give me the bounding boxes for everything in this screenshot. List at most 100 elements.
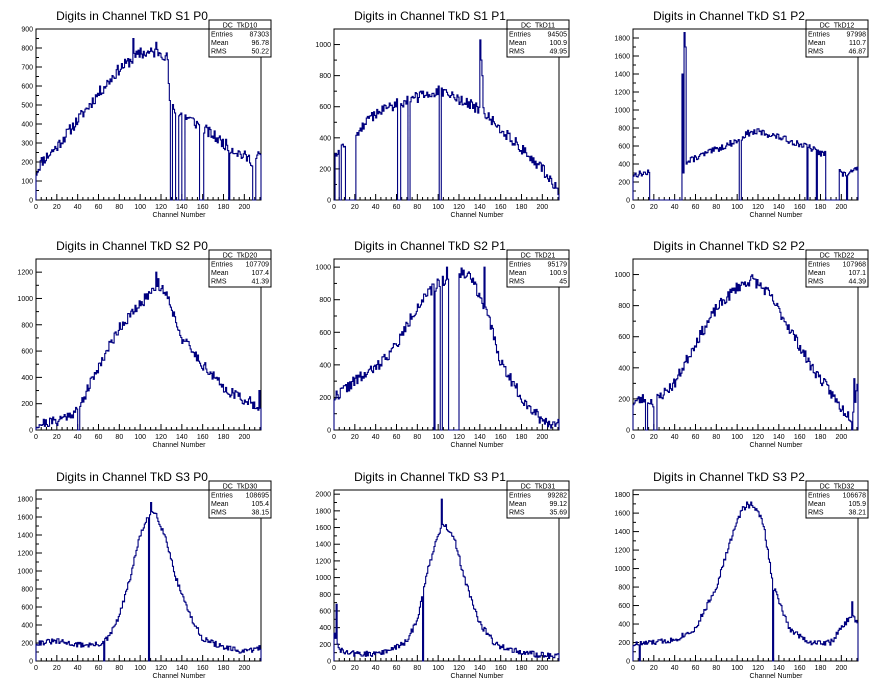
p4-stats-mean-label: Mean bbox=[211, 270, 229, 277]
p2-x-tick-label-4: 80 bbox=[413, 204, 421, 211]
p2-stats-box bbox=[506, 19, 570, 58]
p9-stats-mean-label: Mean bbox=[808, 501, 826, 508]
p7-x-tick-label-6: 120 bbox=[155, 665, 167, 672]
p1-x-tick-label-1: 20 bbox=[53, 204, 61, 211]
p4-y-tick-label-0: 0 bbox=[29, 428, 33, 435]
p5-stats-rms-label: RMS bbox=[509, 279, 525, 286]
p5-x-tick-label-8: 160 bbox=[495, 434, 507, 441]
p8-x-tick-label-0: 0 bbox=[332, 665, 336, 672]
p8-stats-entries-label: Entries bbox=[509, 493, 531, 500]
p1-x-tick-label-6: 120 bbox=[155, 204, 167, 211]
p8-x-tick-label-3: 60 bbox=[393, 665, 401, 672]
p6-y-tick-label-2: 400 bbox=[618, 365, 630, 372]
p3-y-tick-label-6: 1200 bbox=[614, 90, 630, 97]
panel-p2: Digits in Channel TkD S1 P1 0 20 40 60 80 100 1… bbox=[315, 9, 570, 219]
p8-stats-rms-value: 35.69 bbox=[549, 510, 567, 517]
p9-x-tick-label-9: 180 bbox=[815, 665, 827, 672]
p9-title: Digits in Channel TkD S3 P2 bbox=[653, 470, 805, 484]
p3-stats-box bbox=[805, 19, 869, 58]
p6-plot-frame bbox=[632, 258, 859, 431]
p4-x-tick-label-0: 0 bbox=[34, 434, 38, 441]
p3-x-tick-label-6: 120 bbox=[752, 204, 764, 211]
p6-x-tick-label-2: 40 bbox=[671, 434, 679, 441]
p9-y-tick-label-9: 1800 bbox=[614, 492, 630, 499]
p5-x-tick-label-9: 180 bbox=[516, 434, 528, 441]
p4-x-tick-label-4: 80 bbox=[115, 434, 123, 441]
p6-stats-box bbox=[805, 249, 869, 288]
p2-x-tick-label-3: 60 bbox=[393, 204, 401, 211]
p9-stats-entries-value: 106678 bbox=[843, 493, 866, 500]
p1-stats-rms-value: 50.22 bbox=[251, 49, 269, 56]
p3-stats-entries-value: 97998 bbox=[847, 32, 867, 39]
p9-y-tick-label-3: 600 bbox=[618, 603, 630, 610]
p4-title: Digits in Channel TkD S2 P0 bbox=[56, 239, 208, 253]
p7-stats-entries-label: Entries bbox=[211, 493, 233, 500]
p3-y-tick-label-2: 400 bbox=[618, 162, 630, 169]
p9-x-tick-label-5: 100 bbox=[731, 665, 743, 672]
p3-y-tick-label-3: 600 bbox=[618, 144, 630, 151]
p3-plot-frame bbox=[632, 28, 859, 201]
p5-stats-entries-value: 95179 bbox=[548, 262, 568, 269]
p4-x-tick-label-5: 100 bbox=[134, 434, 146, 441]
p3-x-tick-label-10: 200 bbox=[835, 204, 847, 211]
p8-y-tick-label-5: 1000 bbox=[315, 575, 331, 582]
p7-y-tick-label-2: 400 bbox=[21, 623, 33, 630]
p6-y-tick-label-5: 1000 bbox=[614, 272, 630, 279]
p6-x-tick-label-1: 20 bbox=[650, 434, 658, 441]
p8-y-tick-label-1: 200 bbox=[319, 642, 331, 649]
p1-x-tick-label-7: 140 bbox=[176, 204, 188, 211]
p6-stats-mean-value: 107.1 bbox=[848, 270, 866, 277]
p6-title: Digits in Channel TkD S2 P2 bbox=[653, 239, 805, 253]
p5-x-tick-label-1: 20 bbox=[351, 434, 359, 441]
p3-x-axis-label: Channel Number bbox=[750, 212, 804, 219]
p8-y-tick-label-10: 2000 bbox=[315, 492, 331, 499]
p6-y-tick-label-4: 800 bbox=[618, 303, 630, 310]
p6-x-tick-label-8: 160 bbox=[794, 434, 806, 441]
p6-x-tick-label-6: 120 bbox=[752, 434, 764, 441]
p3-x-tick-label-5: 100 bbox=[731, 204, 743, 211]
panel-p4: Digits in Channel TkD S2 P0 0 20 40 60 80 100 1… bbox=[17, 239, 272, 449]
p2-x-tick-label-7: 140 bbox=[474, 204, 486, 211]
p4-histogram-line bbox=[35, 271, 262, 431]
p9-y-tick-label-1: 200 bbox=[618, 640, 630, 647]
p7-y-tick-label-4: 800 bbox=[21, 587, 33, 594]
panel-p6: Digits in Channel TkD S2 P2 0 20 40 60 80 100 1… bbox=[614, 239, 869, 449]
p5-x-tick-label-3: 60 bbox=[393, 434, 401, 441]
p2-x-tick-label-0: 0 bbox=[332, 204, 336, 211]
p3-x-tick-label-4: 80 bbox=[712, 204, 720, 211]
p8-stats-mean-label: Mean bbox=[509, 501, 527, 508]
p4-stats-name: DC_TkD20 bbox=[223, 253, 258, 260]
p6-y-tick-label-3: 600 bbox=[618, 334, 630, 341]
p7-stats-rms-value: 38.15 bbox=[251, 510, 269, 517]
p1-stats-box bbox=[208, 19, 272, 58]
p2-stats-entries-label: Entries bbox=[509, 32, 531, 39]
p5-x-tick-label-2: 40 bbox=[372, 434, 380, 441]
p6-y-tick-label-0: 0 bbox=[626, 428, 630, 435]
p5-x-tick-label-10: 200 bbox=[536, 434, 548, 441]
p8-x-tick-label-9: 180 bbox=[516, 665, 528, 672]
p5-stats-name: DC_TkD21 bbox=[521, 253, 556, 260]
p3-y-tick-label-4: 800 bbox=[618, 126, 630, 133]
p1-stats-entries-label: Entries bbox=[211, 32, 233, 39]
p8-stats-entries-value: 99282 bbox=[548, 493, 568, 500]
p3-x-tick-label-1: 20 bbox=[650, 204, 658, 211]
p8-x-tick-label-1: 20 bbox=[351, 665, 359, 672]
p7-x-tick-label-5: 100 bbox=[134, 665, 146, 672]
p2-stats-mean-label: Mean bbox=[509, 40, 527, 47]
p7-x-tick-label-7: 140 bbox=[176, 665, 188, 672]
p1-y-tick-label-4: 400 bbox=[21, 122, 33, 129]
p1-y-tick-label-0: 0 bbox=[29, 198, 33, 205]
p3-y-tick-label-5: 1000 bbox=[614, 108, 630, 115]
p7-y-tick-label-9: 1800 bbox=[17, 497, 33, 504]
p5-stats-entries-label: Entries bbox=[509, 262, 531, 269]
p1-stats-rms-label: RMS bbox=[211, 49, 227, 56]
p7-stats-mean-label: Mean bbox=[211, 501, 229, 508]
p7-stats-box bbox=[208, 480, 272, 519]
p1-y-tick-label-1: 100 bbox=[21, 179, 33, 186]
p2-x-tick-label-2: 40 bbox=[372, 204, 380, 211]
p4-plot-frame bbox=[35, 258, 262, 431]
p7-y-tick-label-5: 1000 bbox=[17, 569, 33, 576]
p9-x-tick-label-2: 40 bbox=[671, 665, 679, 672]
p8-y-tick-label-2: 400 bbox=[319, 625, 331, 632]
p4-x-tick-label-10: 200 bbox=[238, 434, 250, 441]
